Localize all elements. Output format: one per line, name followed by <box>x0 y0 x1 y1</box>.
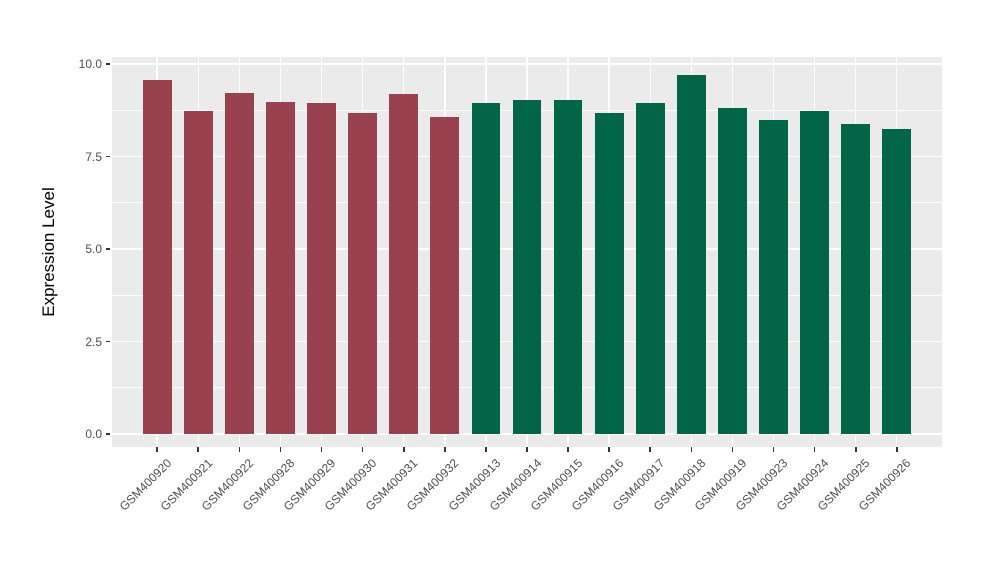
y-tick-mark <box>106 248 110 250</box>
plot-panel <box>112 57 942 447</box>
bar-GSM400913 <box>471 102 501 435</box>
x-tick-mark <box>156 447 158 452</box>
bar-GSM400915 <box>553 99 583 435</box>
x-tick-mark <box>731 447 734 452</box>
y-tick-label: 0.0 <box>85 427 102 442</box>
y-tick-label: 2.5 <box>85 334 102 349</box>
y-tick-label: 5.0 <box>85 242 102 257</box>
bar-GSM400921 <box>183 111 213 435</box>
bar-GSM400918 <box>676 74 706 435</box>
bar-GSM400928 <box>266 101 295 435</box>
x-tick-mark <box>813 447 816 452</box>
x-tick-mark <box>320 447 323 452</box>
bar-GSM400920 <box>142 79 172 435</box>
bar-GSM400932 <box>430 117 460 435</box>
bar-GSM400925 <box>841 123 871 435</box>
x-tick-mark <box>690 447 693 452</box>
x-tick-mark <box>649 447 652 452</box>
bar-GSM400929 <box>307 103 336 435</box>
x-tick-mark <box>567 447 569 452</box>
y-tick-label: 10.0 <box>78 57 102 72</box>
x-tick-mark <box>444 447 446 452</box>
x-tick-mark <box>772 447 775 452</box>
bar-GSM400923 <box>759 119 788 435</box>
bar-GSM400926 <box>882 129 912 435</box>
bar-GSM400916 <box>594 112 624 435</box>
bar-GSM400917 <box>635 103 665 435</box>
bar-GSM400922 <box>224 92 254 435</box>
bar-GSM400914 <box>512 99 542 435</box>
x-tick-mark <box>238 447 241 452</box>
x-tick-mark <box>854 447 857 452</box>
x-tick-mark <box>485 447 487 452</box>
bar-GSM400930 <box>348 112 377 435</box>
x-tick-mark <box>526 447 528 452</box>
x-tick-mark <box>279 447 282 452</box>
x-tick-mark <box>402 447 405 452</box>
x-tick-mark <box>361 447 364 452</box>
y-tick-mark <box>106 433 110 435</box>
bar-GSM400924 <box>800 111 829 435</box>
x-tick-mark <box>896 447 898 452</box>
bar-GSM400931 <box>389 93 419 435</box>
y-tick-mark <box>106 63 110 65</box>
y-tick-label: 7.5 <box>85 149 102 164</box>
y-tick-mark <box>106 340 110 343</box>
bar-GSM400919 <box>718 108 747 435</box>
y-tick-mark <box>106 155 110 158</box>
x-tick-mark <box>197 447 200 452</box>
x-tick-mark <box>608 447 610 452</box>
